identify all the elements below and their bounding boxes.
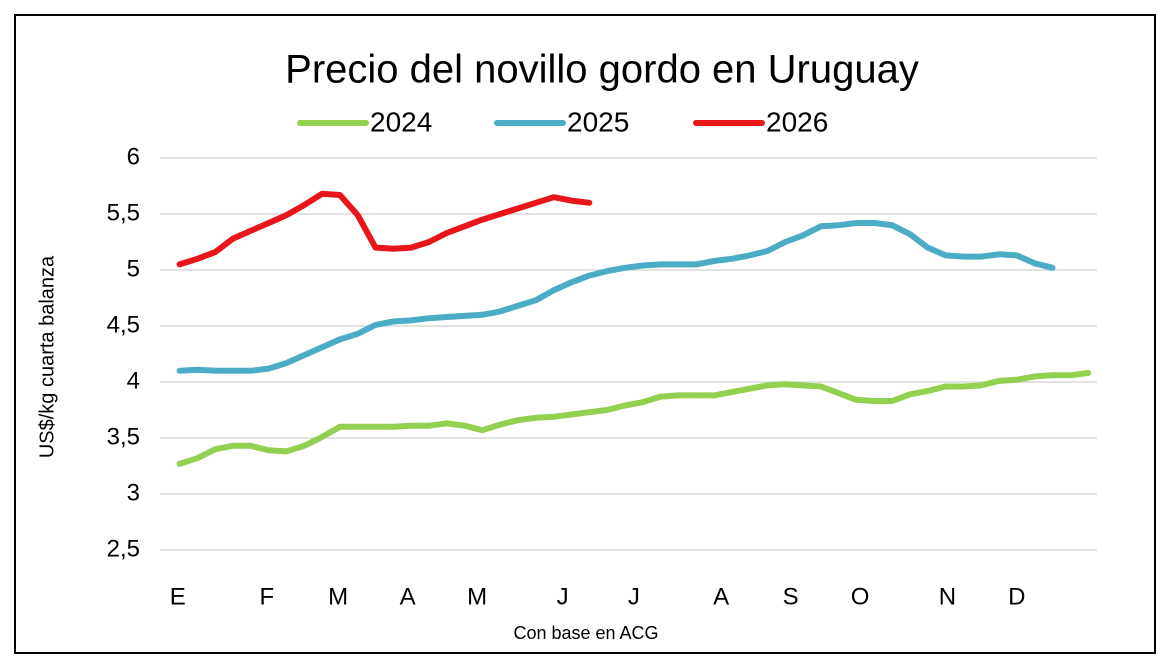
x-tick-label: A [400,583,416,610]
x-tick-label: D [1008,583,1025,610]
x-axis-label: Con base en ACG [513,623,658,643]
y-tick-label: 3,5 [107,423,140,450]
x-tick-label: S [783,583,799,610]
x-tick-label: J [628,583,640,610]
x-tick-label: M [328,583,348,610]
x-tick-label: J [557,583,569,610]
y-tick-label: 5 [127,255,140,282]
y-tick-label: 4 [127,367,140,394]
x-tick-label: A [713,583,729,610]
legend-label: 2024 [370,106,432,137]
x-tick-label: F [260,583,275,610]
legend-label: 2025 [567,106,629,137]
x-tick-label: O [851,583,870,610]
y-tick-label: 2,5 [107,535,140,562]
legend-label: 2026 [766,106,828,137]
series-line [176,190,593,268]
y-tick-label: 6 [127,143,140,170]
series-line [176,370,1092,467]
y-axis-label: US$/kg cuarta balanza [36,255,58,458]
series-line [176,220,1056,374]
x-tick-label: M [467,583,487,610]
y-tick-label: 3 [127,479,140,506]
y-tick-label: 5,5 [107,199,140,226]
y-tick-label: 4,5 [107,311,140,338]
x-tick-label: E [170,583,186,610]
chart-frame [14,14,1156,654]
chart-title: Precio del novillo gordo en Uruguay [285,48,919,92]
x-tick-label: N [939,583,956,610]
